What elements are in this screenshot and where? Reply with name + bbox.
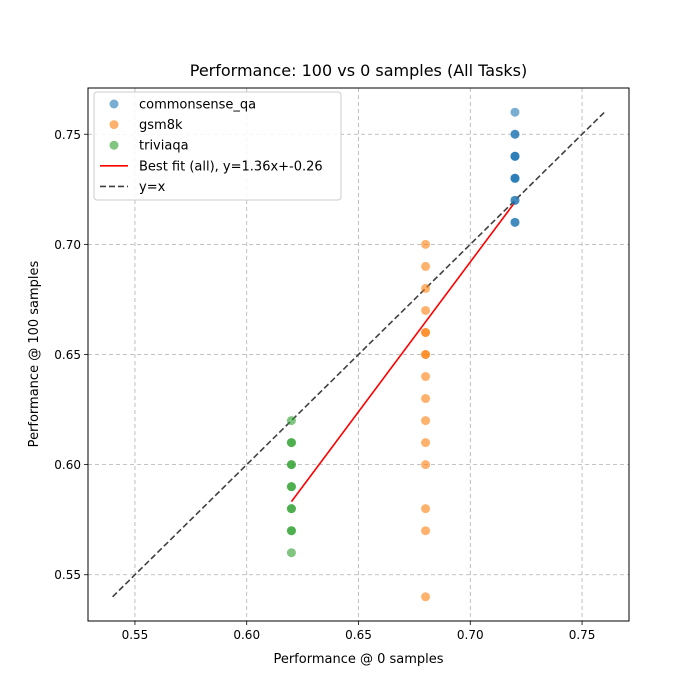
identity-line [112, 111, 605, 598]
data-point [286, 416, 296, 426]
data-point [286, 548, 296, 558]
data-point [510, 151, 520, 161]
y-axis-label: Performance @ 100 samples [27, 260, 42, 447]
x-axis-label: Performance @ 0 samples [273, 652, 443, 667]
data-point [510, 173, 520, 183]
legend-marker [109, 120, 119, 130]
x-tick-label: 0.65 [345, 628, 372, 642]
legend: commonsense_qa gsm8k triviaqa Best fit (all… [93, 91, 342, 201]
data-point [286, 460, 296, 470]
x-tick-label: 0.70 [457, 628, 484, 642]
data-point [421, 350, 431, 359]
data-point [510, 107, 520, 117]
data-point [510, 217, 520, 227]
x-tick-label: 0.55 [122, 628, 149, 642]
data-point [510, 129, 520, 139]
data-point [421, 327, 431, 337]
legend-label: triviaqa [139, 139, 189, 154]
data-point [421, 261, 431, 271]
data-point [421, 283, 431, 293]
x-tick-label: 0.75 [569, 628, 596, 642]
data-point [286, 438, 296, 448]
data-point [286, 482, 296, 492]
x-tick-label: 0.60 [233, 628, 260, 642]
data-point [421, 372, 431, 382]
legend-label: y=x [139, 180, 166, 195]
legend-label: gsm8k [139, 118, 183, 133]
data-point [421, 504, 431, 514]
legend-box [93, 91, 342, 201]
y-tick-label: 0.60 [54, 458, 81, 472]
axis-ticks: 0.55 0.60 0.65 0.70 0.75 0.55 0.60 0.65 0.70 0.75 [54, 128, 595, 642]
best-fit-line [290, 201, 516, 503]
plot-frame [87, 87, 630, 622]
data-points [286, 107, 520, 602]
y-tick-label: 0.75 [54, 128, 81, 142]
fit-lines [112, 111, 605, 598]
legend-marker [109, 99, 119, 109]
legend-label: Best fit (all), y=1.36x+-0.26 [139, 159, 323, 174]
data-point [286, 526, 296, 536]
data-point [421, 239, 431, 249]
data-point [421, 394, 431, 404]
data-point [421, 305, 431, 315]
chart-title: Performance: 100 vs 0 samples (All Tasks… [190, 61, 528, 80]
data-point [421, 438, 431, 448]
y-tick-label: 0.55 [54, 568, 81, 582]
data-point [421, 416, 431, 426]
y-tick-label: 0.65 [54, 348, 81, 362]
legend-marker [109, 140, 119, 150]
data-point [421, 592, 431, 602]
data-point [510, 195, 520, 205]
y-tick-label: 0.70 [54, 238, 81, 252]
data-point [421, 526, 431, 536]
data-point [286, 504, 296, 514]
legend-label: commonsense_qa [139, 98, 256, 113]
data-point [421, 460, 431, 470]
